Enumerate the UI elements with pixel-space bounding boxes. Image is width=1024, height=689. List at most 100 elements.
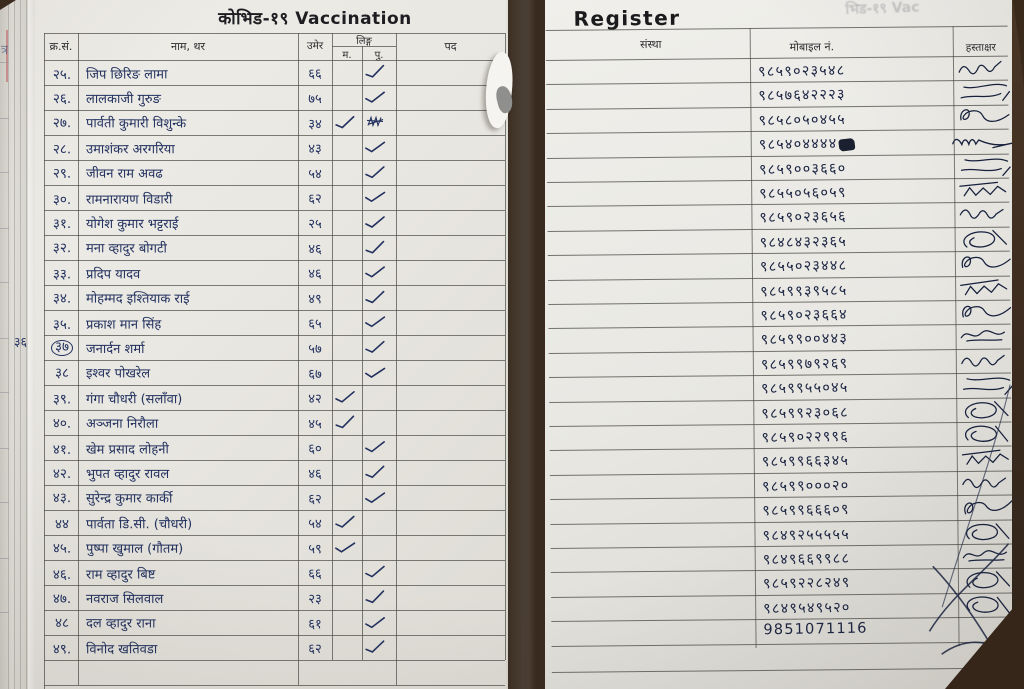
signature-scribble: [960, 520, 1018, 543]
serial-cell: २८.: [52, 141, 72, 158]
gender-check-icon: [364, 365, 386, 379]
table-row: ३९. गंगा चौधरी (सलाँवा) ४२: [28, 384, 508, 410]
grid-line-h: [44, 135, 505, 136]
serial-cell: ३७: [44, 339, 80, 356]
table-row: ३५. प्रकाश मान सिंह ६५: [28, 309, 508, 336]
grid-line-h: [44, 160, 505, 161]
name-cell: सुरेन्द्र कुमार कार्की: [85, 491, 173, 507]
mobile-cell: ९८५९०२३६५६: [759, 209, 847, 227]
gender-check-icon: [334, 540, 356, 554]
name-cell: योगेश कुमार भट्टराई: [86, 217, 179, 232]
signature-scribble: [956, 153, 1015, 178]
mobile-cell: ९८५९९६६३४५: [761, 453, 850, 471]
table-row: ४४ पार्वता डि.सी. (चौधरी) ५४: [28, 509, 508, 535]
age-cell: ५४: [308, 516, 322, 532]
table-row: ३२. मना व्हादुर बोगटी ४६: [28, 234, 508, 261]
serial-cell: ४९.: [52, 641, 72, 658]
name-cell: मना व्हादुर बोगटी: [85, 241, 167, 257]
signature-scribble: [959, 445, 1018, 471]
age-cell: ४९: [308, 292, 322, 308]
name-cell: नवराज सिलवाल: [86, 592, 164, 607]
age-cell: ५७: [308, 342, 322, 357]
grid-line-v: [362, 46, 363, 660]
under-page-rule-line: [0, 392, 9, 393]
gender-check-icon: [364, 64, 386, 79]
table-row: ४१. खेम प्रसाद लोहनी ६०: [28, 434, 508, 461]
signature-scribble: [958, 301, 1016, 324]
table-row: ४७. नवराज सिलवाल २३: [28, 585, 508, 610]
gender-check-icon: [334, 390, 356, 404]
grid-line-h: [44, 485, 505, 486]
serial-cell: ४५.: [52, 540, 72, 557]
signature-scribble: [955, 54, 1015, 81]
serial-cell: ३२.: [52, 240, 72, 257]
column-header-organization: संस्था: [640, 37, 662, 52]
grid-line-h: [44, 185, 505, 186]
grid-line-h: [44, 410, 505, 411]
grid-line-h: [44, 110, 505, 111]
page-edge-line: [8, 0, 9, 689]
grid-line-h: [44, 335, 505, 336]
gender-check-icon: [364, 165, 386, 179]
serial-cell: ३५.: [52, 316, 72, 333]
table-row: २७. पार्वती कुमारी विशुन्के ३४: [28, 109, 508, 136]
name-cell: उमाशंकर अरगरिया: [85, 142, 175, 158]
scratched-mark-icon: [366, 114, 386, 128]
table-row: ४९. विनोद खतिवडा ६२: [28, 634, 508, 660]
signature-scribble: [956, 103, 1015, 129]
signature-scribble: [957, 226, 1016, 252]
ink-blot: [837, 137, 855, 151]
gender-check-icon: [364, 640, 386, 654]
mobile-cell: ९८५९९५५०४५: [760, 380, 849, 398]
gender-check-icon: [364, 315, 386, 329]
grid-line-v: [396, 33, 397, 685]
signature-scribble: [957, 274, 1017, 301]
covid-title: कोभिड-१९ Vaccination: [218, 9, 412, 29]
grid-line-h: [44, 510, 505, 511]
name-cell: पुष्पा खुमाल (गौतम): [85, 541, 184, 557]
mobile-cell: ९८५४०४४४४: [759, 133, 855, 155]
mobile-cell: ९८५९९०००२०: [761, 477, 850, 496]
grid-line-v: [505, 33, 506, 660]
serial-cell: ३८: [54, 365, 70, 382]
mobile-cell: ९८५५०२३४४८: [759, 258, 848, 276]
table-row: ९८५५०५६०५९: [547, 178, 1013, 206]
table-row: ४५. पुष्पा खुमाल (गौतम) ५९: [28, 534, 508, 560]
table-row: ३४. मोहम्मद इश्तियाक राई ४९: [28, 284, 508, 310]
serial-cell: ४२.: [52, 466, 72, 482]
under-page-rule-line: [0, 118, 9, 119]
table-row: ३८ इश्वर पोखरेल ६७: [28, 359, 508, 386]
grid-line-v: [44, 33, 45, 689]
table-row: ९८५८०५०४५५: [546, 104, 1012, 132]
age-cell: ३४: [308, 117, 322, 133]
column-header-serial: क्र.सं.: [49, 40, 73, 53]
table-row: ९८४८४३२३६५: [548, 226, 1014, 254]
mobile-cell: ९८५९९००४४३: [760, 331, 849, 349]
age-cell: ६१: [308, 617, 322, 633]
under-page-rule-line: [0, 448, 9, 449]
serial-cell: ३१.: [52, 216, 72, 232]
mobile-cell: ९८५९९३९५८५: [760, 282, 848, 300]
grid-line-h: [44, 610, 505, 611]
under-page-rule-line: [0, 282, 9, 283]
mobile-cell: ९८५९९७९२६९: [760, 355, 849, 374]
table-corner-topleft: [0, 0, 16, 10]
table-row: ९८५९९००४४३: [549, 324, 1015, 352]
age-cell: ४६: [308, 467, 322, 482]
grid-line-v: [298, 33, 299, 685]
table-row: २५. जिप छिरिङ लामा ६६: [28, 59, 508, 86]
table-row: ९८५९०२३६६४: [548, 300, 1014, 328]
gender-check-icon: [334, 415, 356, 429]
name-cell: राम व्हादुर बिष्ट: [85, 567, 156, 583]
signature-scribble: [961, 592, 1020, 617]
name-cell: प्रदिप यादव: [85, 267, 141, 283]
column-header-post: पद: [444, 40, 457, 53]
spine-shadow: [505, 0, 549, 689]
age-cell: ४५: [308, 417, 322, 433]
table-row: ९८५९९३९५८५: [548, 275, 1014, 303]
signature-scribble: [959, 397, 1018, 422]
table-row: ३१. योगेश कुमार भट्टराई २५: [28, 210, 508, 235]
age-cell: ५४: [308, 167, 322, 183]
gender-check-icon: [364, 265, 386, 279]
